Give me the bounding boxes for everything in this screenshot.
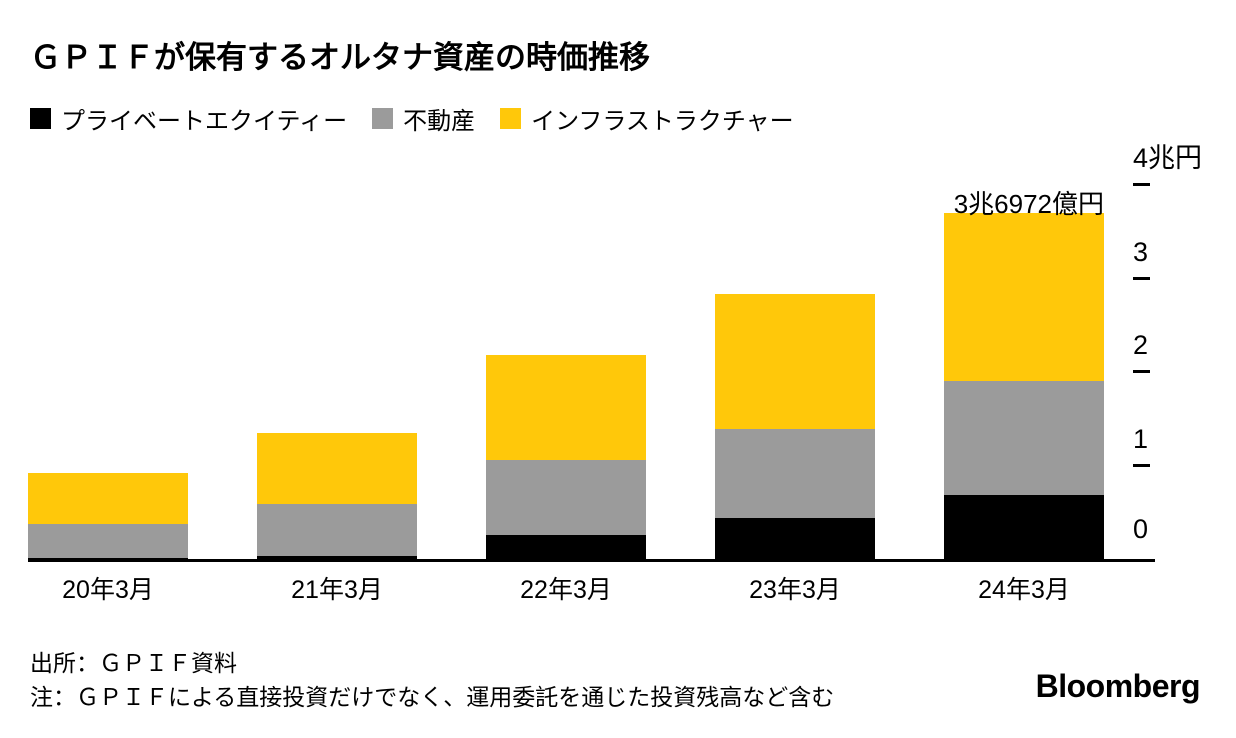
legend-item: インフラストラクチャー — [500, 101, 794, 136]
legend-swatch-icon — [30, 108, 51, 129]
bar-segment — [715, 293, 875, 430]
bar-segment — [944, 495, 1104, 559]
x-axis-label: 20年3月 — [62, 576, 154, 604]
chart-title: ＧＰＩＦが保有するオルタナ資産の時価推移 — [30, 40, 650, 75]
y-tick-label: 2 — [1133, 330, 1149, 360]
y-tick-mark — [1133, 463, 1150, 467]
bar-segment — [486, 459, 646, 535]
bar-segment — [257, 503, 417, 557]
y-tick-mark — [1133, 183, 1150, 186]
note-text: 注：ＧＰＩＦによる直接投資だけでなく、運用委託を通じた投資残高など含む — [30, 684, 835, 710]
plot-area — [28, 140, 1104, 559]
y-tick-mark — [1133, 276, 1150, 280]
y-tick-label: 1 — [1133, 423, 1149, 454]
x-axis-label: 23年3月 — [749, 576, 841, 604]
bar-segment — [28, 558, 188, 559]
x-axis-labels: 20年3月 21年3月 22年3月 23年3月 24年3月 — [28, 570, 1104, 606]
legend-swatch-icon — [500, 108, 522, 129]
bar-segment — [28, 524, 188, 559]
stacked-bar — [257, 432, 417, 559]
stacked-bar — [715, 293, 875, 559]
bar-segment — [486, 355, 646, 460]
legend-label: 不動産 — [403, 108, 476, 135]
bar-segment — [715, 429, 875, 518]
bar-segment — [28, 473, 188, 525]
legend-item: プライベートエクイティー — [30, 101, 347, 136]
stacked-bar — [486, 355, 646, 559]
source-text: 出所：ＧＰＩＦ資料 — [30, 650, 237, 676]
stacked-bar — [28, 473, 188, 559]
bar-segment — [944, 381, 1104, 496]
x-axis-label: 22年3月 — [520, 576, 612, 604]
x-axis-line — [28, 559, 1155, 562]
legend: プライベートエクイティー 不動産 インフラストラクチャー — [30, 101, 794, 136]
bar-segment — [486, 534, 646, 559]
y-tick-label: 4兆円 — [1133, 143, 1203, 173]
bar-segment — [257, 432, 417, 504]
bar-segment — [944, 213, 1104, 382]
y-tick-mark — [1133, 370, 1150, 373]
x-axis-label: 21年3月 — [291, 576, 383, 604]
x-axis-label: 24年3月 — [978, 576, 1070, 604]
legend-item: 不動産 — [372, 101, 475, 136]
legend-label: インフラストラクチャー — [531, 108, 794, 135]
y-tick-label: 0 — [1133, 514, 1149, 544]
stacked-bar — [944, 213, 1104, 559]
legend-label: プライベートエクイティー — [61, 108, 348, 135]
y-tick-label: 3 — [1133, 236, 1149, 267]
bar-value-annotation: 3兆6972億円 — [953, 189, 1104, 219]
legend-swatch-icon — [372, 108, 394, 129]
bar-segment — [257, 556, 417, 559]
bloomberg-logo[interactable]: Bloomberg — [1035, 668, 1201, 704]
bar-segment — [715, 517, 875, 559]
